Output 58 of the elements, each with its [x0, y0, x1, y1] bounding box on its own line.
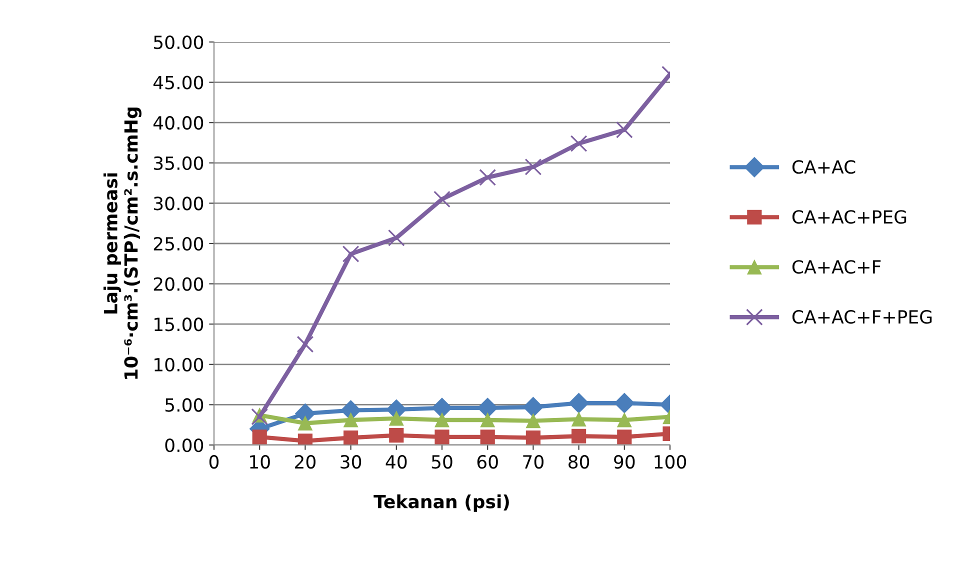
y-tick-label: 20.00 [154, 277, 204, 291]
point [251, 408, 268, 426]
point [572, 412, 586, 427]
y-tick-label: 0.00 [165, 438, 204, 452]
point [526, 414, 540, 428]
point [616, 121, 633, 138]
point [252, 430, 267, 444]
point [617, 412, 632, 428]
point [617, 430, 632, 444]
point [388, 229, 405, 246]
x-axis-title: Tekanan (psi) [374, 494, 509, 512]
point [572, 428, 586, 444]
x-tick-label: 20 [295, 455, 316, 469]
y-tick-label: 45.00 [153, 76, 204, 90]
point [389, 411, 404, 426]
y-tick-label: 25.00 [154, 236, 204, 251]
point [480, 430, 495, 444]
point [344, 430, 358, 445]
x-tick-label: 50 [432, 455, 452, 469]
legend-label: CA+AC [792, 160, 856, 174]
point [614, 392, 635, 414]
point [524, 158, 542, 176]
point [480, 412, 495, 428]
y-tick-label: 30.00 [154, 196, 204, 210]
point [344, 412, 358, 428]
point [477, 398, 498, 418]
point [432, 398, 452, 418]
x-tick-label: 70 [523, 455, 544, 469]
point [570, 135, 588, 152]
point [296, 336, 314, 353]
point [389, 428, 404, 443]
y-axis-title: Laju permeasi 10⁻⁶·cm³.(STP)/cm².s.cmHg [104, 108, 142, 379]
point [434, 430, 450, 444]
x-tick-label: 100 [654, 455, 686, 469]
y-tick-label: 5.00 [165, 398, 204, 412]
point [298, 416, 312, 431]
x-tick-label: 40 [386, 455, 407, 469]
x-tick-label: 60 [477, 455, 498, 469]
y-tick-label: 15.00 [154, 318, 204, 332]
x-tick-label: 30 [340, 455, 362, 469]
x-tick-label: 80 [568, 455, 590, 469]
point [434, 190, 450, 208]
point [523, 396, 544, 418]
y-tick-label: 10.00 [154, 358, 204, 372]
point [342, 246, 360, 262]
point [434, 412, 450, 428]
point [479, 168, 496, 186]
point [526, 430, 540, 445]
point [568, 392, 589, 414]
x-tick-label: 0 [209, 455, 219, 469]
legend-label: CA+AC+F [792, 260, 881, 274]
x-tick-label: 10 [250, 455, 270, 469]
y-tick-label: 50.00 [154, 35, 204, 50]
legend-label: CA+AC+F+PEG [792, 310, 932, 324]
legend-label: CA+AC+PEG [792, 210, 906, 224]
y-tick-label: 40.00 [153, 116, 204, 130]
x-tick-label: 90 [614, 455, 635, 469]
y-tick-label: 35.00 [154, 156, 204, 170]
